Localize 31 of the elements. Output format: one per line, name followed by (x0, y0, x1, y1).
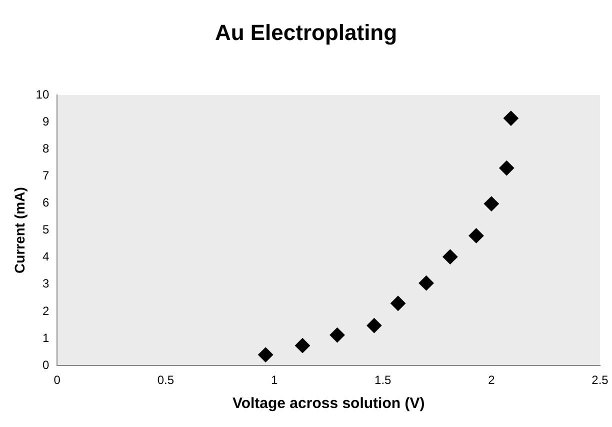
x-tick-label: 0.5 (157, 373, 174, 388)
point (258, 347, 274, 362)
point (442, 249, 458, 264)
point (295, 338, 310, 354)
y-tick-label: 1 (42, 330, 50, 345)
x-tick-label: 0 (54, 373, 61, 388)
point (484, 196, 499, 212)
y-tick-label: 0 (42, 358, 50, 372)
y-tick-label: 7 (42, 168, 50, 182)
point (330, 328, 345, 343)
point (499, 160, 514, 176)
point (468, 228, 484, 244)
point (503, 110, 518, 126)
y-axis-title: Current (mA) (11, 187, 28, 274)
y-tick-label: 2 (42, 304, 50, 318)
y-tick-label: 10 (36, 87, 50, 102)
x-tick-label: 1 (270, 373, 278, 388)
y-tick-label: 3 (42, 276, 50, 291)
y-tick-label: 4 (42, 250, 50, 264)
x-tick-label: 2 (488, 373, 496, 388)
y-tick-label: 9 (42, 114, 50, 128)
point (390, 296, 406, 311)
point (366, 318, 382, 334)
y-tick-label: 8 (42, 141, 50, 156)
y-tick-label: 5 (42, 222, 50, 237)
chart-title: Au Electroplating (214, 20, 398, 46)
x-tick-label: 2.5 (592, 373, 609, 388)
x-tick-label: 1.5 (374, 373, 392, 388)
point (418, 276, 434, 291)
x-axis-title: Voltage across solution (V) (232, 395, 425, 412)
y-tick-label: 6 (42, 196, 50, 210)
